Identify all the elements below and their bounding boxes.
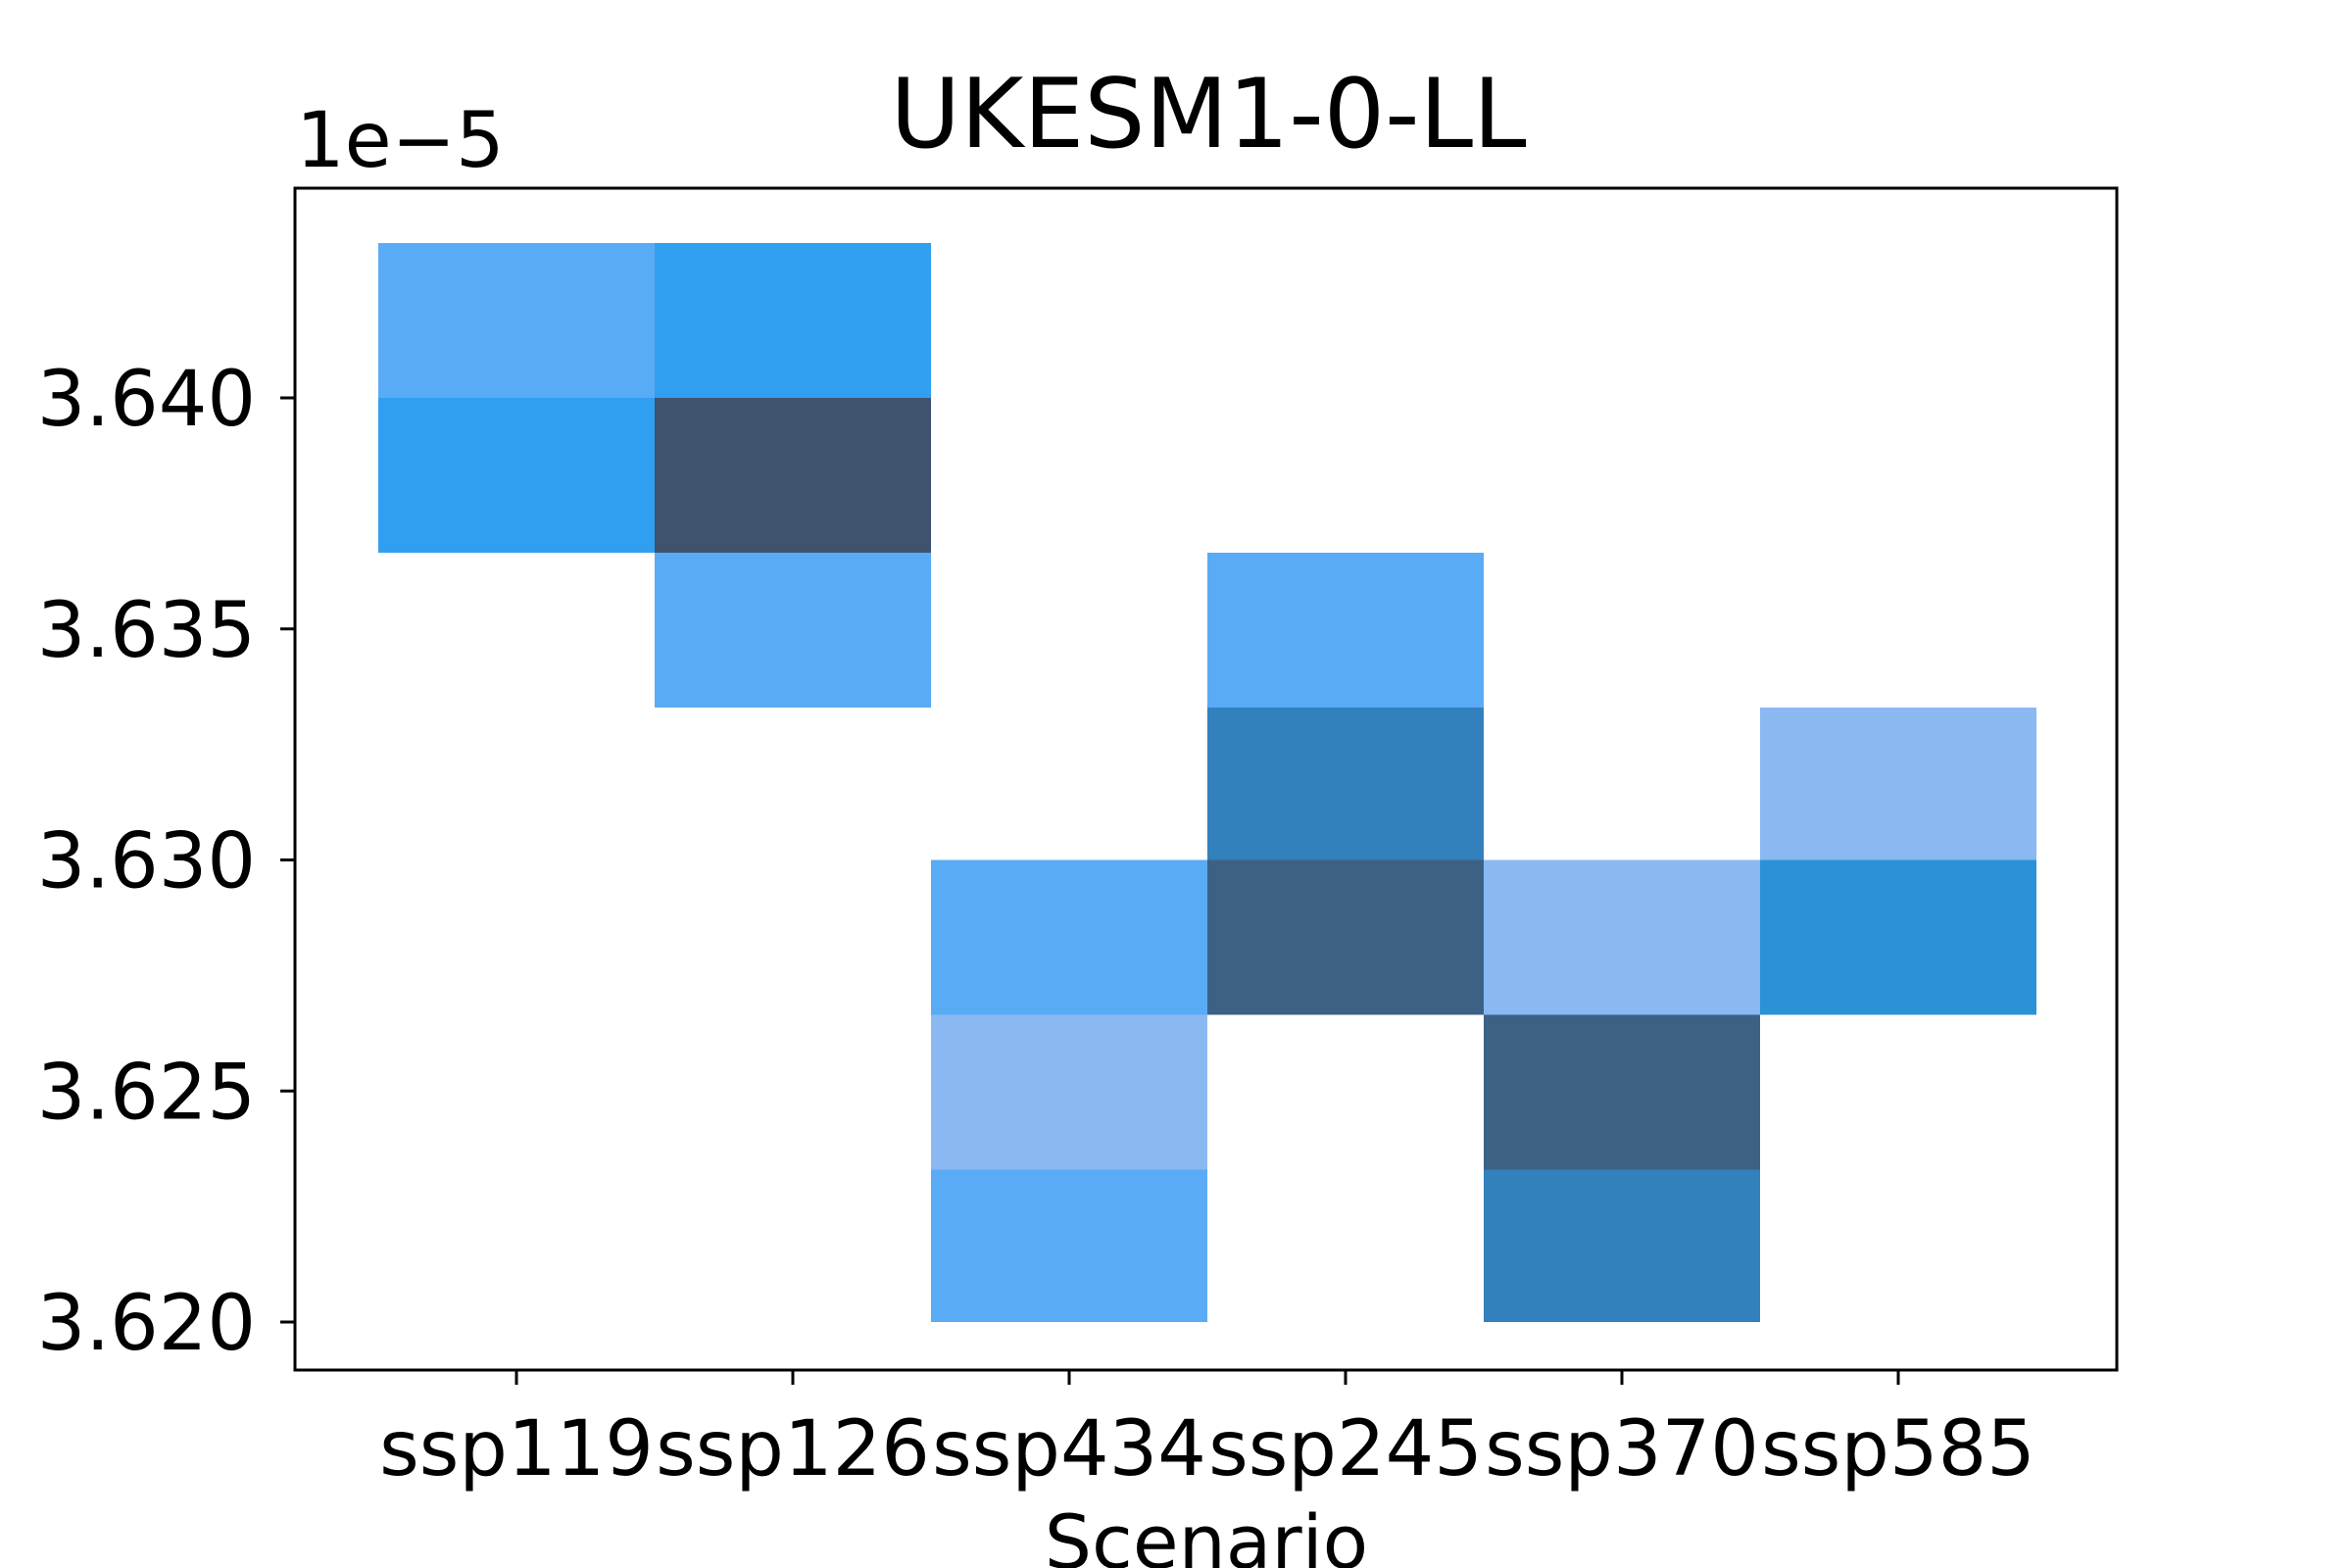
x-tick-label: ssp119 [379,1405,654,1494]
heatmap-cell [1207,707,1484,860]
heatmap-cell [1760,859,2036,1015]
x-axis-label: Scenario [1045,1498,1368,1568]
y-tick-label: 3.620 [37,1280,256,1368]
heatmap-cell [1484,1169,1760,1322]
y-tick-label: 3.625 [37,1049,256,1137]
x-tick-label: ssp245 [1208,1405,1483,1494]
heatmap-cell [931,1014,1207,1170]
heatmap-cell [378,398,655,553]
y-tick-label: 3.640 [37,356,256,444]
heatmap-cell [655,243,931,398]
heatmap-cells [378,243,2036,1322]
heatmap-cell [1484,1014,1760,1170]
heatmap-cell [655,398,931,553]
heatmap-cell [655,553,931,708]
heatmap-cell [1207,553,1484,708]
heatmap-cell [1484,859,1760,1015]
plot-frame [293,186,2119,1372]
x-tick-label: ssp126 [656,1405,930,1494]
y-tick-label: 3.635 [37,587,256,675]
x-tick-label: ssp370 [1485,1405,1759,1494]
heatmap-cell [931,1169,1207,1322]
x-tick-label: ssp585 [1761,1405,2035,1494]
heatmap-cell [378,243,655,398]
y-axis: 3.620 3.625 3.630 3.635 3.640 [37,356,295,1368]
chart-title: UKESM1-0-LL [890,59,1527,171]
x-axis: ssp119 ssp126 ssp434 ssp245 ssp370 ssp585 [379,1370,2035,1494]
heatmap-cell [931,859,1207,1015]
heatmap-cell [1207,859,1484,1015]
x-tick-label: ssp434 [932,1405,1206,1494]
y-offset-label: 1e−5 [296,97,505,185]
heatmap-cell [1760,707,2036,860]
y-tick-label: 3.630 [37,818,256,906]
